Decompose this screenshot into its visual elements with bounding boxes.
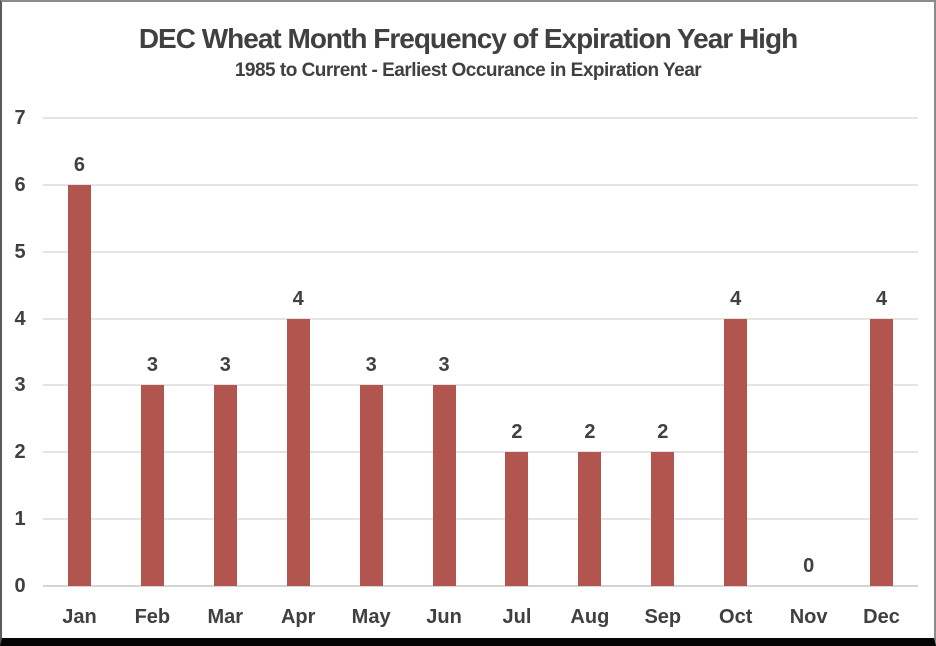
y-tick-label-4: 4: [14, 307, 26, 330]
x-tick-label-jun: Jun: [426, 606, 462, 628]
value-label-jun: 3: [438, 354, 450, 377]
bar-jan: [67, 184, 91, 586]
gridline-2: [43, 451, 918, 454]
value-label-sep: 2: [657, 421, 669, 444]
gridline-4: [43, 317, 918, 320]
x-axis-line: [43, 585, 918, 587]
bar-jul: [505, 452, 529, 586]
value-label-jul: 2: [511, 421, 523, 444]
x-tick-label-jan: Jan: [62, 606, 97, 628]
bar-mar: [213, 385, 237, 586]
gridline-1: [43, 518, 918, 521]
y-tick-label-5: 5: [14, 240, 26, 263]
y-tick-label-7: 7: [14, 107, 26, 129]
x-tick-label-aug: Aug: [570, 606, 610, 628]
x-tick-label-mar: Mar: [207, 606, 244, 628]
value-label-apr: 4: [292, 287, 304, 310]
y-tick-label-6: 6: [14, 173, 26, 196]
x-tick-label-oct: Oct: [719, 606, 753, 628]
bar-oct: [724, 318, 748, 586]
chart-title: DEC Wheat Month Frequency of Expiration …: [138, 23, 798, 54]
value-label-jan: 6: [73, 153, 86, 176]
value-label-feb: 3: [146, 354, 158, 377]
gridline-5: [43, 250, 918, 253]
value-label-mar: 3: [219, 354, 231, 377]
gridline-6: [43, 183, 918, 186]
y-tick-label-3: 3: [14, 374, 26, 397]
x-tick-label-feb: Feb: [134, 606, 171, 628]
x-tick-label-apr: Apr: [280, 606, 316, 628]
y-tick-label-1: 1: [14, 508, 26, 531]
chart-subtitle: 1985 to Current - Earliest Occurance in …: [234, 60, 702, 81]
value-label-dec: 4: [875, 287, 888, 310]
bar-apr: [286, 318, 310, 586]
bar-aug: [578, 452, 602, 586]
gridline-7: [43, 117, 918, 119]
value-label-aug: 2: [584, 421, 596, 444]
value-label-oct: 4: [730, 287, 742, 310]
bar-dec: [870, 318, 894, 586]
y-tick-label-2: 2: [14, 441, 26, 464]
bar-sep: [651, 452, 675, 586]
bar-may: [359, 385, 383, 586]
x-tick-label-sep: Sep: [644, 606, 682, 628]
y-tick-label-0: 0: [14, 575, 26, 597]
x-tick-label-jul: Jul: [502, 606, 532, 628]
value-label-may: 3: [365, 354, 377, 377]
bar-feb: [140, 385, 164, 586]
gridline-3: [43, 384, 918, 387]
value-label-nov: 0: [803, 555, 815, 577]
bar-jun: [432, 385, 456, 586]
x-tick-label-nov: Nov: [789, 606, 828, 628]
x-tick-label-may: May: [351, 606, 391, 628]
x-tick-label-dec: Dec: [863, 606, 900, 628]
